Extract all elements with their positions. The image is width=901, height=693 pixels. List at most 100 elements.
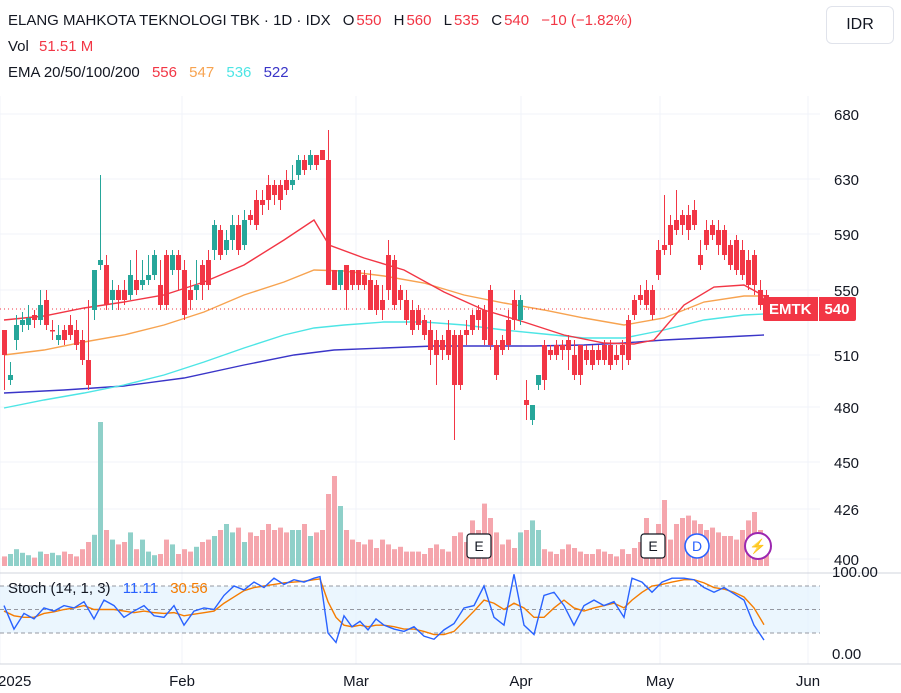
- ema-label: EMA 20/50/100/200: [8, 64, 140, 81]
- candle-body: [494, 345, 499, 375]
- candle-body: [314, 155, 319, 165]
- high-label: H: [393, 12, 405, 29]
- dividend-badge: [684, 533, 710, 559]
- candle-body: [170, 255, 175, 270]
- candle-body: [242, 220, 247, 245]
- volume-bar: [56, 555, 61, 566]
- time-tick-label: 2025: [0, 673, 31, 690]
- volume-bar: [134, 549, 139, 566]
- volume-bar: [632, 548, 637, 566]
- candle-body: [446, 330, 451, 355]
- volume-bar: [356, 542, 361, 566]
- volume-bar: [416, 551, 421, 566]
- low-value: 535: [454, 12, 480, 29]
- volume-bar: [368, 539, 373, 566]
- volume-bar: [608, 554, 613, 566]
- candle-body: [692, 210, 697, 225]
- volume-bar: [620, 549, 625, 566]
- volume-bar: [614, 556, 619, 566]
- volume-bar: [272, 530, 277, 566]
- candle-body: [644, 290, 649, 305]
- ema-lines: [0, 219, 820, 409]
- candle-body: [272, 185, 277, 195]
- split-badge: [744, 532, 772, 560]
- candle-body: [116, 290, 121, 300]
- candle-body: [386, 255, 391, 290]
- low-label: L: [443, 12, 453, 29]
- candle-body: [158, 285, 163, 305]
- open-value: 550: [356, 12, 382, 29]
- candle-body: [176, 255, 181, 270]
- candle-body: [86, 360, 91, 385]
- volume-bar: [458, 532, 463, 566]
- candle-body: [512, 300, 517, 320]
- volume-bar: [212, 536, 217, 566]
- event-marker-1[interactable]: E: [466, 533, 492, 559]
- candle-body: [524, 400, 529, 405]
- candle-body: [104, 265, 109, 305]
- candle-body: [554, 345, 559, 355]
- candle-body: [398, 290, 403, 300]
- candle-body: [344, 265, 349, 290]
- volume-bar: [728, 536, 733, 566]
- change-value: −10 (−1.82%): [541, 12, 633, 29]
- candle-body: [296, 160, 301, 175]
- ema20-line: [3, 219, 765, 345]
- candle-body: [368, 280, 373, 310]
- volume-bar: [350, 539, 355, 566]
- candle-body: [194, 285, 199, 290]
- volume-bar: [200, 542, 205, 566]
- candle-body: [422, 320, 427, 335]
- candle-body: [740, 250, 745, 275]
- volume-bar: [536, 530, 541, 566]
- price-tick-label: 510: [834, 348, 859, 365]
- volume-bar: [554, 554, 559, 566]
- volume-bar: [380, 539, 385, 566]
- candle-body: [734, 240, 739, 270]
- volume-bar: [158, 554, 163, 566]
- event-marker-2[interactable]: E: [640, 533, 666, 559]
- candle-body: [152, 255, 157, 275]
- event-marker-4[interactable]: ⚡: [744, 532, 772, 560]
- candle-body: [146, 275, 151, 280]
- price-axis: 680 630 590 550 510 480 450 426 400: [834, 107, 859, 569]
- candle-body: [254, 200, 259, 225]
- candle-body: [548, 350, 553, 355]
- candle-body: [602, 345, 607, 360]
- candle-body: [632, 300, 637, 315]
- ema50-line: [3, 269, 764, 356]
- candle-body: [350, 270, 355, 285]
- volume-bar: [326, 494, 331, 566]
- price-tick-label: 590: [834, 227, 859, 244]
- price-tick-label: 400: [834, 552, 859, 569]
- volume-bar: [38, 551, 43, 566]
- volume-bar: [386, 544, 391, 566]
- volume-bar: [86, 542, 91, 566]
- ema100-line: [3, 313, 765, 409]
- candle-body: [626, 320, 631, 360]
- currency-button[interactable]: IDR: [826, 6, 894, 44]
- candle-body: [752, 255, 757, 285]
- volume-bar: [284, 532, 289, 566]
- candle-body: [26, 318, 31, 325]
- ema200-value: 522: [263, 64, 289, 81]
- stochastic-panel: 100.00 0.00: [0, 564, 901, 665]
- volume-bar: [578, 551, 583, 566]
- candle-body: [470, 315, 475, 330]
- candle-body: [476, 310, 481, 320]
- earnings-badge: [466, 533, 492, 559]
- chart-grid: [0, 96, 820, 664]
- volume-bar: [560, 549, 565, 566]
- price-tick-label: 450: [834, 455, 859, 472]
- event-label: E: [648, 538, 657, 554]
- candle-body: [320, 150, 325, 160]
- volume-bar: [26, 555, 31, 566]
- volume-bar: [680, 518, 685, 566]
- last-price-tag: EMTK 540: [763, 297, 856, 321]
- candle-body: [440, 340, 445, 350]
- volume-bar: [206, 539, 211, 566]
- event-marker-3[interactable]: D: [684, 533, 710, 559]
- ema200-line: [3, 334, 765, 394]
- volume-bar: [662, 500, 667, 566]
